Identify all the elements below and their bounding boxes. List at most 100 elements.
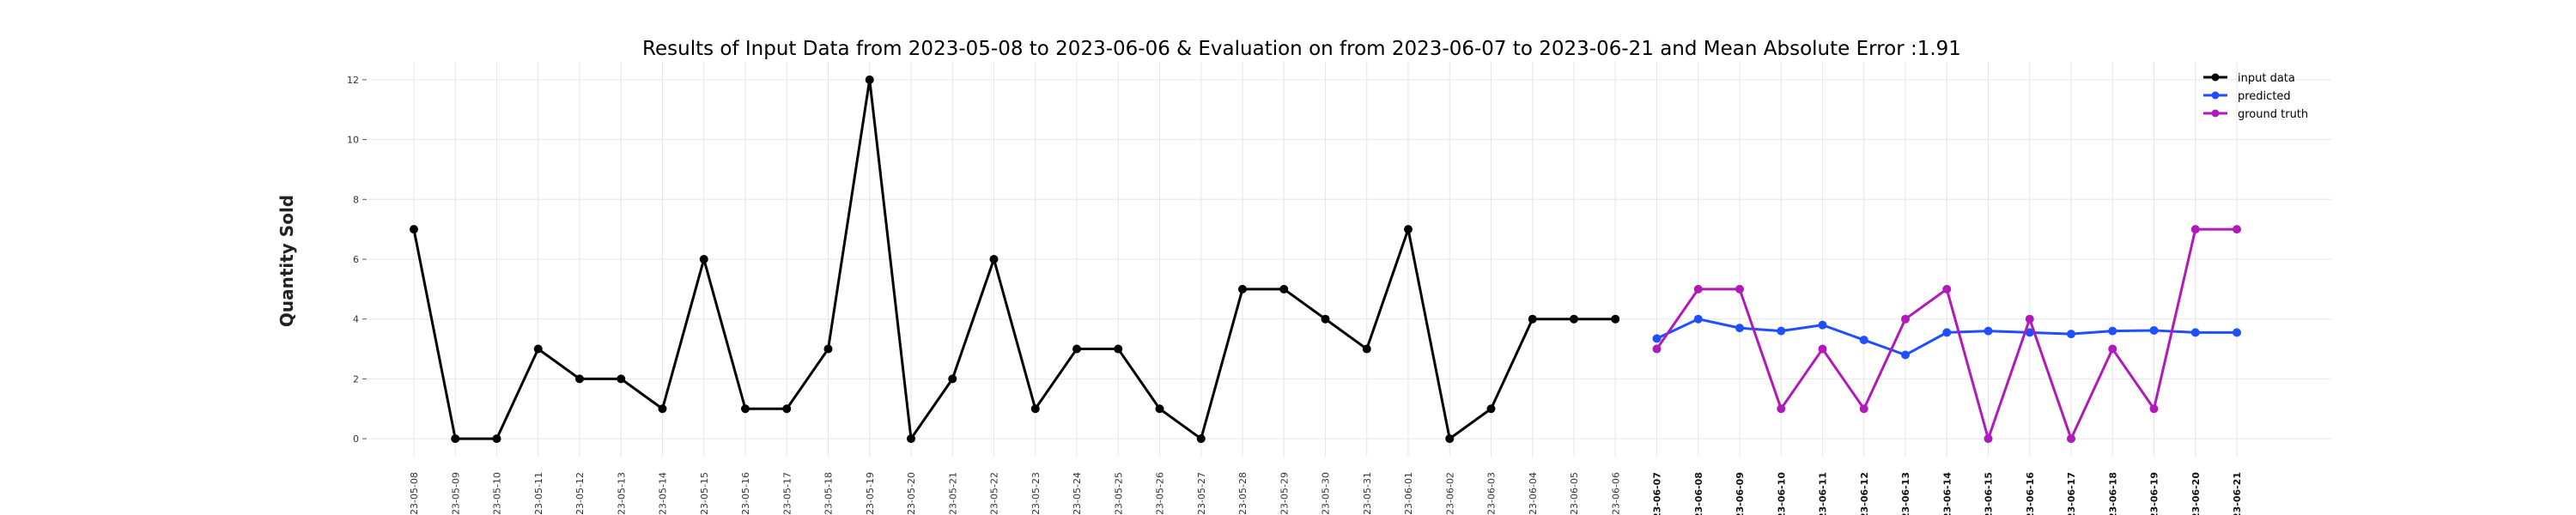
data-point bbox=[2233, 328, 2241, 337]
y-tick-label: 8 bbox=[353, 194, 359, 205]
data-point bbox=[699, 255, 708, 264]
data-point bbox=[1735, 324, 1744, 333]
y-tick-label: 12 bbox=[347, 75, 359, 86]
data-point bbox=[865, 75, 874, 84]
data-point bbox=[1942, 284, 1952, 294]
data-point bbox=[2190, 225, 2200, 234]
data-point bbox=[1445, 434, 1455, 444]
data-point bbox=[907, 434, 915, 444]
series-line bbox=[412, 78, 1616, 440]
x-tick-label: -23-06-04 bbox=[1528, 472, 1539, 515]
data-point bbox=[1818, 320, 1827, 330]
data-point bbox=[1652, 334, 1662, 343]
x-tick-label: -23-06-14 bbox=[1941, 472, 1953, 515]
data-point bbox=[1859, 404, 1868, 414]
data-point bbox=[823, 344, 833, 354]
x-tick-label: -23-05-08 bbox=[409, 472, 420, 515]
data-point bbox=[2067, 434, 2075, 444]
x-tick-label: -23-06-16 bbox=[2025, 472, 2036, 515]
data-point bbox=[1777, 326, 1786, 336]
x-tick-label: -23-06-02 bbox=[1444, 472, 1455, 515]
y-axis-ticks: 0 2 4 6 8 10 12 bbox=[347, 75, 367, 445]
y-axis-label: Quantity Sold bbox=[276, 195, 297, 327]
data-point bbox=[1030, 404, 1040, 414]
data-point bbox=[1404, 225, 1413, 234]
data-point bbox=[1693, 314, 1703, 324]
data-point bbox=[1942, 328, 1952, 337]
data-point bbox=[2108, 344, 2117, 354]
data-point bbox=[1072, 344, 1081, 354]
data-point bbox=[1777, 404, 1786, 414]
data-point bbox=[617, 374, 626, 384]
legend-label: predicted bbox=[2238, 90, 2291, 103]
x-tick-label: -23-05-09 bbox=[450, 472, 461, 515]
data-point bbox=[1155, 404, 1164, 414]
x-tick-label: -23-06-07 bbox=[1652, 472, 1663, 515]
data-point bbox=[1570, 314, 1578, 324]
x-tick-label: -23-05-30 bbox=[1321, 472, 1332, 515]
data-point bbox=[1362, 344, 1371, 354]
data-point bbox=[1652, 344, 1662, 354]
legend-label: ground truth bbox=[2238, 108, 2308, 121]
x-tick-label: -23-05-10 bbox=[492, 472, 503, 515]
x-tick-label: -23-06-01 bbox=[1403, 472, 1414, 515]
x-tick-label: -23-05-27 bbox=[1196, 472, 1207, 515]
y-tick-label: 0 bbox=[353, 433, 359, 445]
x-tick-label: -23-05-26 bbox=[1155, 472, 1166, 515]
data-point bbox=[451, 434, 460, 444]
series bbox=[410, 75, 2241, 444]
x-tick-label: -23-05-22 bbox=[989, 472, 1000, 515]
x-tick-label: -23-05-14 bbox=[658, 472, 669, 515]
legend-marker bbox=[2211, 109, 2220, 118]
x-axis-ticks: -23-05-08 -23-05-09 -23-05-10 -23-05-11 -23-… bbox=[409, 472, 2243, 515]
y-tick-label: 6 bbox=[353, 254, 359, 265]
chart-title: Results of Input Data from 2023-05-08 to… bbox=[642, 38, 1961, 60]
data-point bbox=[410, 225, 418, 234]
y-tick-label: 2 bbox=[353, 373, 359, 385]
x-tick-label: -23-06-03 bbox=[1486, 472, 1498, 515]
x-tick-label: -23-06-08 bbox=[1693, 472, 1704, 515]
x-tick-label: -23-05-25 bbox=[1113, 472, 1124, 515]
x-tick-label: -23-06-11 bbox=[1818, 472, 1829, 515]
data-point bbox=[2108, 326, 2117, 336]
data-point bbox=[1818, 344, 1827, 354]
data-point bbox=[533, 344, 543, 354]
data-point bbox=[1196, 434, 1206, 444]
data-point bbox=[492, 434, 501, 444]
x-tick-label: -23-06-13 bbox=[1900, 472, 1911, 515]
data-point bbox=[1735, 284, 1744, 294]
x-tick-label: -23-05-17 bbox=[781, 472, 793, 515]
data-point bbox=[1984, 434, 1993, 444]
data-point bbox=[1859, 336, 1868, 345]
x-tick-label: -23-05-23 bbox=[1030, 472, 1042, 515]
data-point bbox=[1984, 326, 1993, 336]
legend-marker bbox=[2211, 73, 2220, 82]
x-tick-label: -23-06-10 bbox=[1776, 472, 1787, 515]
x-tick-label: -23-05-13 bbox=[616, 472, 627, 515]
data-point bbox=[575, 374, 584, 384]
data-point bbox=[1238, 284, 1247, 294]
data-point bbox=[948, 374, 957, 384]
data-point bbox=[1321, 314, 1330, 324]
data-point bbox=[658, 404, 667, 414]
data-point bbox=[741, 404, 750, 414]
data-point bbox=[1901, 314, 1910, 324]
x-tick-label: -23-06-20 bbox=[2190, 472, 2202, 515]
data-point bbox=[2067, 330, 2075, 339]
x-tick-label: -23-06-09 bbox=[1735, 472, 1746, 515]
x-tick-label: -23-06-21 bbox=[2232, 472, 2243, 515]
data-point bbox=[1693, 284, 1703, 294]
x-tick-label: -23-06-19 bbox=[2149, 472, 2160, 515]
x-tick-label: -23-05-18 bbox=[823, 472, 835, 515]
x-tick-label: -23-05-28 bbox=[1237, 472, 1249, 515]
x-tick-label: -23-05-16 bbox=[740, 472, 751, 515]
x-tick-label: -23-05-11 bbox=[533, 472, 544, 515]
data-point bbox=[1611, 314, 1620, 324]
x-tick-label: -23-05-21 bbox=[947, 472, 958, 515]
data-point bbox=[2149, 325, 2159, 335]
legend: input data predicted ground truth bbox=[2203, 72, 2308, 121]
x-tick-label: -23-06-17 bbox=[2066, 472, 2077, 515]
grid bbox=[369, 62, 2331, 457]
